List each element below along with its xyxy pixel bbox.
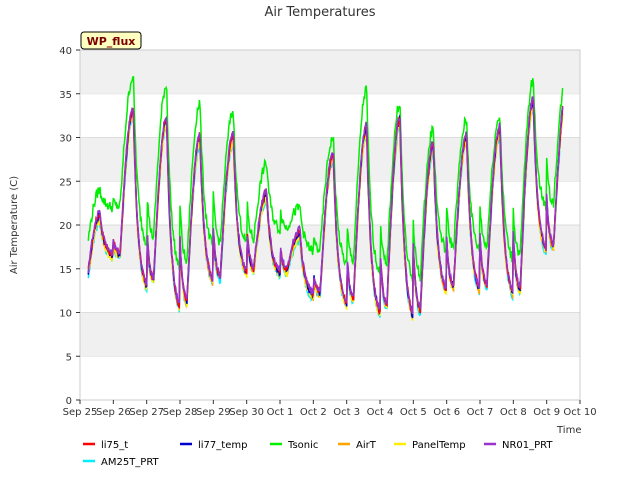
x-tick-label: Sep 30 (229, 407, 264, 418)
y-tick-label: 30 (59, 134, 72, 145)
y-tick-label: 15 (59, 265, 72, 276)
x-tick-label: Sep 29 (196, 407, 231, 418)
legend-label-am25t-prt: AM25T_PRT (101, 457, 160, 468)
y-tick-label: 35 (59, 90, 72, 101)
x-tick-label: Sep 27 (129, 407, 164, 418)
x-tick-label: Oct 10 (563, 407, 596, 418)
y-tick-label: 40 (59, 46, 72, 57)
x-tick-label: Oct 4 (367, 407, 394, 418)
y-tick-label: 10 (59, 309, 72, 320)
y-tick-label: 5 (66, 352, 72, 363)
legend-label-li75-t: li75_t (101, 440, 128, 451)
badge-label: WP_flux (87, 35, 136, 48)
legend-label-nr01-prt: NR01_PRT (502, 440, 553, 451)
x-tick-label: Sep 28 (163, 407, 198, 418)
chart-title: Air Temperatures (264, 5, 375, 20)
y-tick-label: 0 (66, 396, 72, 407)
x-tick-label: Oct 8 (500, 407, 527, 418)
series-tsonic-line (87, 76, 564, 282)
x-tick-label: Oct 7 (467, 407, 494, 418)
series-nr01-prt-line (87, 96, 564, 315)
x-tick-label: Oct 9 (533, 407, 560, 418)
legend-label-li77-temp: li77_temp (198, 440, 247, 451)
grid-band (80, 50, 580, 94)
legend: li75_t li77_temp Tsonic AirT PanelTemp NR01_P… (83, 440, 553, 468)
y-tick-label: 20 (59, 221, 72, 232)
x-tick-label: Sep 26 (96, 407, 131, 418)
y-tick-label: 25 (59, 177, 72, 188)
legend-label-tsonic: Tsonic (287, 440, 318, 451)
x-tick-label: Oct 2 (300, 407, 327, 418)
x-tick-label: Sep 25 (63, 407, 98, 418)
x-tick-label: Oct 1 (267, 407, 294, 418)
legend-label-airt: AirT (356, 440, 377, 451)
badge-box (80, 31, 142, 50)
grid-band (80, 312, 580, 357)
y-axis-label: Air Temperature (C) (9, 176, 20, 274)
legend-label-paneltemp: PanelTemp (412, 440, 466, 451)
x-tick-label: Oct 3 (333, 407, 360, 418)
plot-area (79, 49, 581, 401)
x-axis-label: Time (556, 425, 581, 436)
badge: WP_flux (80, 31, 142, 50)
x-tick-label: Oct 5 (400, 407, 427, 418)
grid-band (80, 225, 580, 269)
series-layer (87, 76, 564, 321)
y-axis: 0 5 10 15 20 25 30 35 40 (59, 46, 80, 407)
x-tick-label: Oct 6 (433, 407, 460, 418)
